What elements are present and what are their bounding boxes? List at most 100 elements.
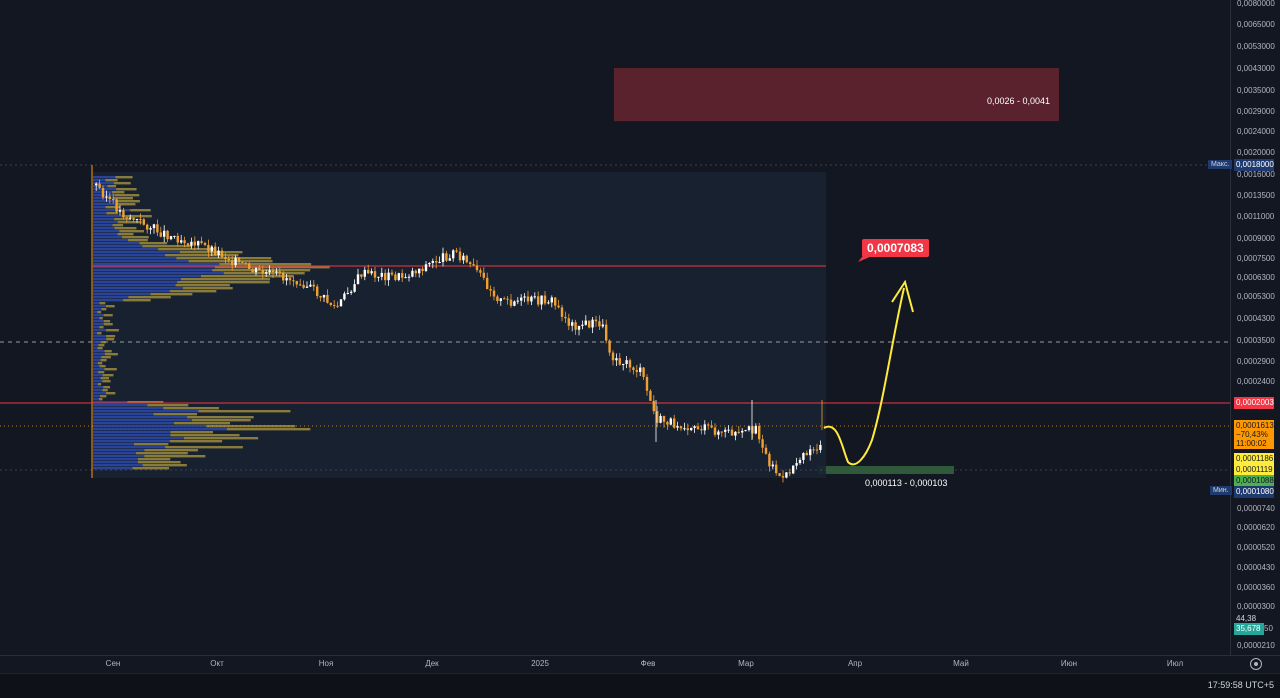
volume-profile-bar-up [93,188,117,191]
settings-icon[interactable] [1250,658,1262,670]
candle-body [652,400,655,412]
candle-body [802,452,805,460]
candle-body [424,264,428,271]
candle-body [618,358,621,365]
candle-body [448,258,451,261]
candle-body [662,415,666,422]
candle-body [356,274,360,285]
volume-profile-bar-down [219,263,312,266]
volume-profile-bar-up [93,338,107,341]
candle-body [567,318,570,326]
candle-body [635,370,638,372]
time-axis-label: Сен [105,659,121,668]
price-tick-label: 0,0035000 [1237,86,1275,95]
volume-profile-bar-up [93,254,165,257]
volume-profile-bar-up [93,452,137,455]
time-axis[interactable]: Сен Окт Ноя Дек 2025 Фев Мар Апр Май Июн Июл [0,655,1280,674]
candle-body [809,449,812,456]
volume-profile-bar-down [103,323,113,326]
volume-profile-bar-up [93,314,104,317]
candle-body [295,280,298,285]
candle-body [523,296,526,298]
price-tick-label: 0,0053000 [1237,42,1275,51]
candle-body [166,230,169,240]
price-tick-label: 0,0000210 [1237,641,1275,650]
price-tick-label: 0,0005300 [1237,292,1275,301]
price-chart[interactable] [0,0,1230,655]
candle-body [452,250,455,259]
volume-profile-bar-up [93,308,102,311]
volume-profile-bar-down [112,197,133,200]
candle-body [788,472,791,474]
volume-profile-bar-up [93,398,99,401]
volume-profile-bar-down [98,371,105,374]
candle-body [363,269,366,277]
candle-body [152,224,156,229]
volume-profile-bar-up [93,278,182,281]
candle-body [210,246,213,252]
volume-profile-bar-down [99,317,103,320]
target-price-label[interactable]: 0,0007083 [862,239,929,257]
candle-body [326,295,329,303]
candle-body [516,300,519,302]
candle-body [611,352,615,361]
candle-body [693,426,696,429]
candle-body [659,415,662,423]
price-tick-label: 0,0029000 [1237,107,1275,116]
candle-body [479,270,482,273]
candle-body [387,272,390,281]
volume-profile-bar-up [93,296,129,299]
candle-body [577,325,581,330]
candle-body [625,360,628,364]
min-label: Мин. [1210,486,1232,495]
volume-profile-bar-down [164,254,239,257]
candle-body [241,262,244,264]
volume-profile-bar-down [107,185,117,188]
volume-profile-bar-down [153,413,198,416]
volume-profile-bar-down [102,380,111,383]
volume-profile-bar-down [144,455,206,458]
volume-profile-bar-down [198,410,291,413]
volume-profile-bar-up [93,272,224,275]
utc-clock[interactable]: 17:59:58 UTC+5 [1207,680,1274,690]
volume-profile-bar-up [93,290,170,293]
candle-body [601,324,604,327]
volume-profile-bar-down [128,296,171,299]
volume-profile-bar-down [119,230,144,233]
volume-profile-bar-down [114,194,140,197]
volume-profile-bar-up [93,428,227,431]
candle-body [312,284,315,287]
candle-body [305,286,309,288]
candle-body [720,431,723,433]
candle-body [227,259,230,261]
volume-profile-bar-up [93,320,104,323]
chart-pane[interactable]: 0,0026 - 0,0041 0,000113 - 0,000103 0,00… [0,0,1230,655]
price-tick-label: 0,0024000 [1237,127,1275,136]
volume-profile-bar-down [97,383,102,386]
volume-profile-bar-up [93,305,106,308]
volume-profile-bar-up [93,341,101,344]
volume-profile-bar-up [93,203,117,206]
support-zone-label: 0,000113 - 0,000103 [865,478,948,488]
volume-profile-bar-down [139,242,168,245]
candle-body [234,257,237,266]
candle-body [475,265,479,271]
volume-profile-bar-up [93,269,213,272]
candle-body [112,199,115,201]
volume-profile-bar-up [93,395,100,398]
volume-profile-bar-up [93,176,116,179]
volume-profile-bar-down [127,401,164,404]
volume-profile-bar-up [93,317,100,320]
candle-body [690,428,693,431]
candle-body [367,269,370,274]
candle-body [761,439,764,448]
candle-body [258,267,261,271]
time-axis-label: Июн [1060,659,1078,668]
price-scale[interactable]: 0,0080000 0,0065000 0,0053000 0,0043000 0,00… [1230,0,1280,655]
candle-body [673,418,676,428]
volume-profile-bar-down [144,449,198,452]
volume-profile-bar-up [93,332,98,335]
candle-body [557,305,560,308]
volume-profile-bar-up [93,455,145,458]
candle-body [683,428,686,430]
